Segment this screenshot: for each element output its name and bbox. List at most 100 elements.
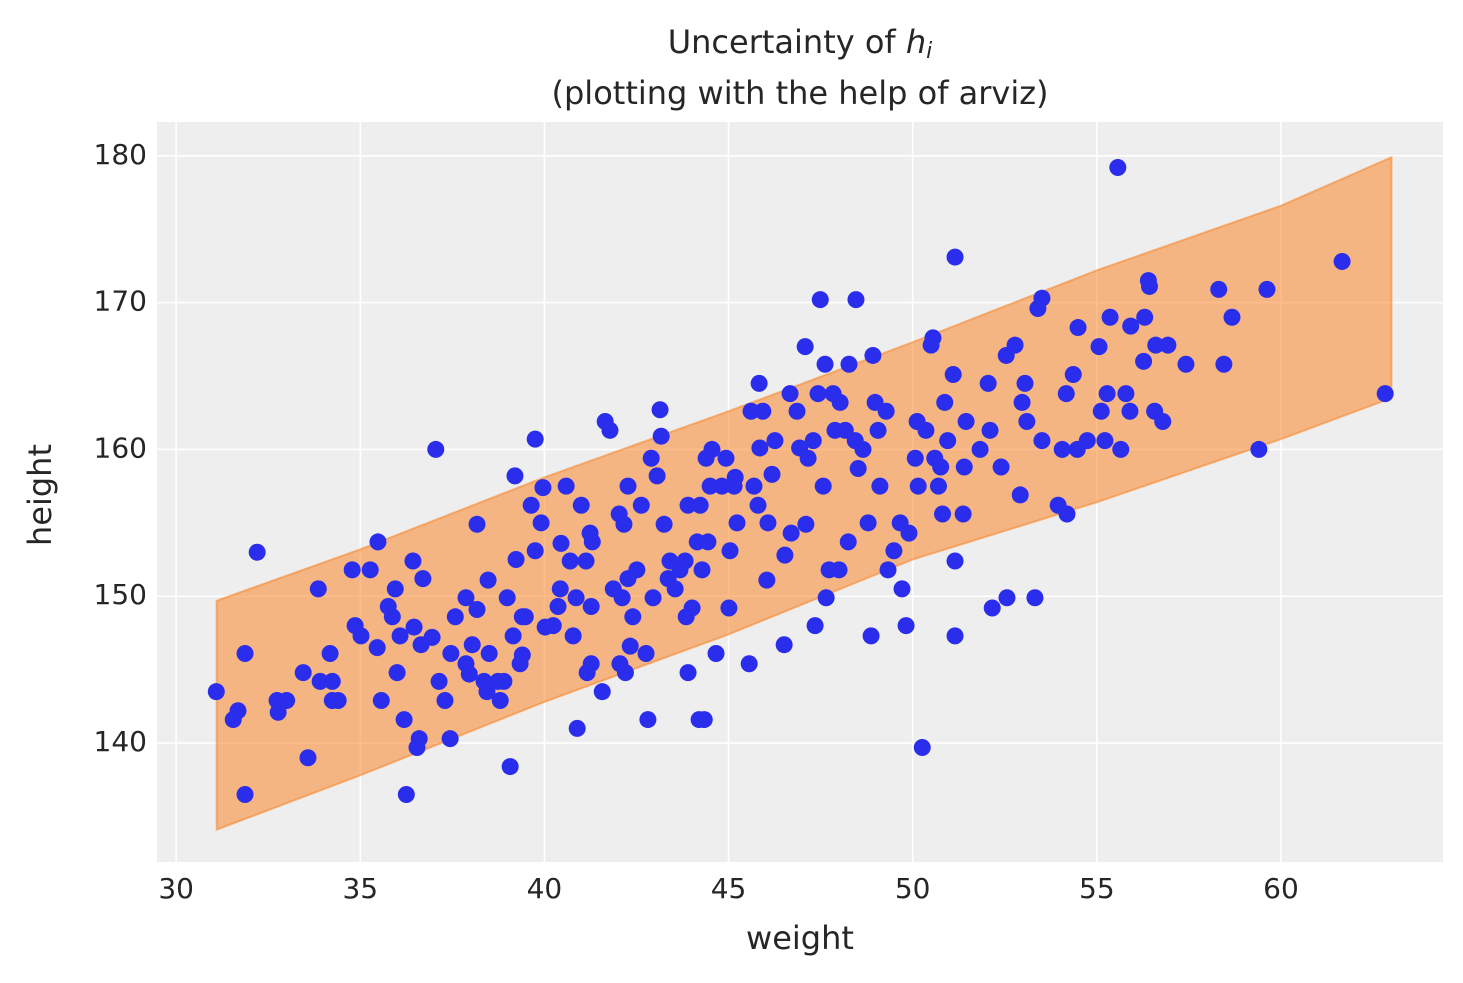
point bbox=[468, 515, 486, 533]
point bbox=[1159, 336, 1177, 354]
point bbox=[781, 385, 799, 403]
point bbox=[983, 599, 1001, 617]
point bbox=[679, 664, 697, 682]
point bbox=[229, 702, 247, 720]
point bbox=[954, 505, 972, 523]
point bbox=[1096, 432, 1114, 450]
point bbox=[572, 496, 590, 514]
point bbox=[1018, 413, 1036, 431]
point bbox=[864, 346, 882, 364]
point bbox=[207, 683, 225, 701]
point bbox=[498, 589, 516, 607]
point bbox=[839, 533, 857, 551]
point bbox=[309, 580, 327, 598]
point bbox=[830, 561, 848, 579]
point bbox=[624, 608, 642, 626]
point bbox=[936, 393, 954, 411]
point bbox=[478, 683, 496, 701]
point bbox=[632, 496, 650, 514]
point bbox=[423, 628, 441, 646]
point bbox=[862, 627, 880, 645]
point bbox=[526, 430, 544, 448]
point bbox=[1058, 505, 1076, 523]
point bbox=[248, 543, 266, 561]
point bbox=[1011, 486, 1029, 504]
x-tick-label: 55 bbox=[1079, 872, 1115, 905]
y-axis-label: height bbox=[21, 444, 59, 546]
point bbox=[561, 552, 579, 570]
point bbox=[900, 524, 918, 542]
point bbox=[361, 561, 379, 579]
point bbox=[742, 402, 760, 420]
x-tick-label: 30 bbox=[158, 872, 194, 905]
point bbox=[699, 533, 717, 551]
y-tick-label: 180 bbox=[94, 138, 147, 171]
point bbox=[457, 589, 475, 607]
point bbox=[544, 617, 562, 635]
point bbox=[909, 477, 927, 495]
point bbox=[840, 355, 858, 373]
point bbox=[897, 617, 915, 635]
point bbox=[577, 552, 595, 570]
point bbox=[522, 496, 540, 514]
point bbox=[619, 477, 637, 495]
point bbox=[879, 561, 897, 579]
point bbox=[754, 402, 772, 420]
point bbox=[693, 561, 711, 579]
point bbox=[388, 664, 406, 682]
title-subscript: i bbox=[926, 39, 932, 64]
point bbox=[847, 291, 865, 309]
point bbox=[713, 477, 731, 495]
point bbox=[1250, 440, 1268, 458]
point bbox=[751, 439, 769, 457]
point bbox=[1064, 366, 1082, 384]
y-tick-label: 140 bbox=[94, 725, 147, 758]
point bbox=[369, 533, 387, 551]
point bbox=[343, 561, 361, 579]
point bbox=[1092, 402, 1110, 420]
point bbox=[703, 440, 721, 458]
point bbox=[383, 608, 401, 626]
point bbox=[601, 421, 619, 439]
point bbox=[386, 580, 404, 598]
point bbox=[750, 374, 768, 392]
point bbox=[1033, 289, 1051, 307]
point bbox=[436, 691, 454, 709]
point bbox=[759, 514, 777, 532]
point bbox=[1258, 280, 1276, 298]
point bbox=[621, 637, 639, 655]
point bbox=[311, 672, 329, 690]
point bbox=[1101, 308, 1119, 326]
x-tick-label: 60 bbox=[1263, 872, 1299, 905]
point bbox=[567, 589, 585, 607]
point bbox=[441, 730, 459, 748]
point bbox=[745, 477, 763, 495]
point bbox=[651, 401, 669, 419]
point bbox=[294, 664, 312, 682]
point bbox=[568, 719, 586, 737]
point bbox=[1376, 385, 1394, 403]
point bbox=[971, 440, 989, 458]
point bbox=[1078, 432, 1096, 450]
point bbox=[655, 515, 673, 533]
point bbox=[1057, 385, 1075, 403]
point bbox=[721, 542, 739, 560]
point bbox=[1109, 159, 1127, 177]
point bbox=[797, 515, 815, 533]
point bbox=[1140, 277, 1158, 295]
point bbox=[1135, 352, 1153, 370]
point bbox=[854, 440, 872, 458]
point bbox=[981, 421, 999, 439]
point bbox=[679, 496, 697, 514]
point bbox=[480, 645, 498, 663]
point bbox=[613, 589, 631, 607]
point bbox=[397, 785, 415, 803]
point bbox=[442, 645, 460, 663]
point bbox=[414, 570, 432, 588]
point bbox=[799, 449, 817, 467]
point bbox=[944, 366, 962, 384]
point bbox=[479, 571, 497, 589]
point bbox=[946, 627, 964, 645]
point bbox=[946, 248, 964, 266]
point bbox=[395, 711, 413, 729]
